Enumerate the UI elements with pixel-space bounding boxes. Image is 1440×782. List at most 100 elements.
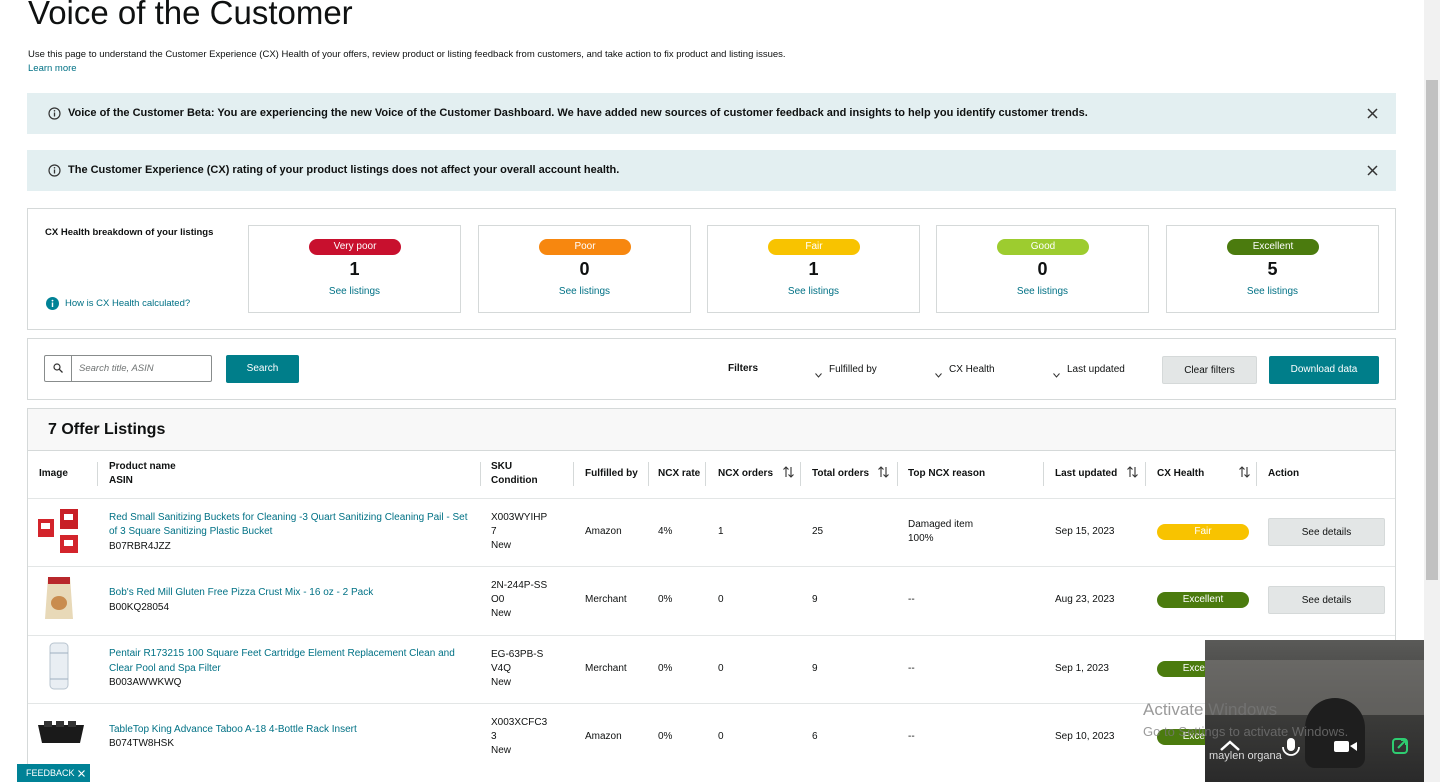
filter-dropdown[interactable]: Fulfilled by <box>815 363 925 378</box>
download-button[interactable]: Download data <box>1269 356 1379 384</box>
fulfilled-cell: Amazon <box>585 498 645 566</box>
asin: B003AWWKWQ <box>109 677 182 689</box>
ncx-orders: 0 <box>718 594 724 606</box>
cx-count: 1 <box>349 259 360 279</box>
ncx-orders-cell: 1 <box>718 498 778 566</box>
cx-count: 5 <box>1267 259 1278 279</box>
cx-pill: Excellent <box>1227 239 1319 255</box>
beta-banner: Voice of the Customer Beta: You are expe… <box>27 93 1396 134</box>
condition: New <box>491 676 512 688</box>
column-separator <box>1043 462 1044 486</box>
column-header: Condition <box>491 475 538 486</box>
cx-card: Very poor 1 See listings <box>248 225 461 313</box>
cx-health-cell: Excellent <box>1157 566 1249 634</box>
table-row <box>28 634 1395 704</box>
see-listings-link[interactable]: See listings <box>1246 286 1299 297</box>
product-link[interactable]: TableTop King Advance Taboo A-18 4-Bottl… <box>109 723 357 735</box>
table-row <box>28 566 1395 635</box>
page-title: Voice of the Customer <box>28 0 353 31</box>
help-icon <box>46 297 59 310</box>
sort-icon[interactable] <box>1127 465 1138 483</box>
sort-icon[interactable] <box>783 465 794 483</box>
top-ncx-reason: -- <box>908 662 915 674</box>
ncx-rate-cell: 4% <box>658 498 703 566</box>
close-icon[interactable] <box>1367 108 1378 119</box>
sort-icon[interactable] <box>1239 465 1250 483</box>
cx-health-pill: Excellent <box>1157 592 1249 609</box>
close-icon[interactable] <box>1367 165 1378 176</box>
total-orders: 6 <box>812 730 818 742</box>
top-ncx-reason: -- <box>908 594 915 606</box>
ncx-rate: 0% <box>658 594 673 606</box>
product-link[interactable]: Red Small Sanitizing Buckets for Cleanin… <box>109 511 468 538</box>
cx-health-pill: Fair <box>1157 524 1249 540</box>
total-orders-cell: 6 <box>812 703 872 771</box>
learn-more-link[interactable]: Learn more <box>28 63 77 74</box>
help-link[interactable]: How is CX Health calculated? <box>65 298 191 309</box>
scrollbar-thumb[interactable] <box>1426 80 1438 580</box>
top-ncx-reason: -- <box>908 730 915 742</box>
table-row <box>28 702 1395 772</box>
product-image <box>36 703 92 771</box>
filter-dropdown[interactable]: CX Health <box>935 363 1045 378</box>
see-listings-link[interactable]: See listings <box>787 286 840 297</box>
cx-pill: Very poor <box>309 239 401 255</box>
see-listings-link[interactable]: See listings <box>1016 286 1069 297</box>
cx-health-panel: CX Health breakdown of your listings How… <box>27 208 1396 330</box>
last-updated: Aug 23, 2023 <box>1055 594 1115 606</box>
column-header: Top NCX reason <box>908 468 986 479</box>
see-details-button[interactable]: See details <box>1268 518 1385 546</box>
column-header: Fulfilled by <box>585 468 638 479</box>
reason-cell: -- <box>908 703 1028 771</box>
column-separator <box>1145 462 1146 486</box>
column-separator <box>1256 462 1257 486</box>
search-icon-box <box>45 356 72 381</box>
product-cell: Pentair R173215 100 Square Feet Cartridg… <box>109 635 471 703</box>
image <box>36 709 92 764</box>
search-icon <box>53 363 63 373</box>
filter-label: Fulfilled by <box>829 364 877 375</box>
info-icon <box>48 164 61 177</box>
fulfilled-by: Amazon <box>585 730 622 742</box>
see-listings-link[interactable]: See listings <box>558 286 611 297</box>
feedback-tab[interactable]: FEEDBACK <box>17 764 90 782</box>
reason-cell: Damaged item 100% <box>908 498 1028 566</box>
cx-count: 0 <box>1037 259 1048 279</box>
product-cell: Bob's Red Mill Gluten Free Pizza Crust M… <box>109 566 471 634</box>
cx-pill: Good <box>997 239 1089 255</box>
asin: B00KQ28054 <box>109 601 170 613</box>
condition: New <box>491 744 512 756</box>
search-box[interactable]: Search title, ASIN <box>44 355 212 382</box>
close-icon[interactable] <box>78 770 85 777</box>
asin: B074TW8HSK <box>109 738 175 750</box>
watermark-subtitle: Go to Settings to activate Windows. <box>1143 724 1349 739</box>
sort-icon[interactable] <box>878 465 889 483</box>
column-separator <box>573 462 574 486</box>
column-header: ASIN <box>109 475 133 486</box>
product-link[interactable]: Bob's Red Mill Gluten Free Pizza Crust M… <box>109 587 374 599</box>
ncx-rate: 0% <box>658 730 673 742</box>
product-link[interactable]: Pentair R173215 100 Square Feet Cartridg… <box>109 648 455 674</box>
filter-label: Last updated <box>1067 364 1125 375</box>
updated-cell: Aug 23, 2023 <box>1055 566 1140 634</box>
column-header: CX Health <box>1157 468 1205 479</box>
toolbar: Search title, ASIN Search Filters Fulfil… <box>27 338 1396 400</box>
see-details-button[interactable]: See details <box>1268 586 1385 615</box>
see-listings-link[interactable]: See listings <box>328 286 381 297</box>
search-button[interactable]: Search <box>226 355 299 383</box>
filter-dropdown[interactable]: Last updated <box>1053 363 1163 378</box>
product-image <box>36 566 92 634</box>
ncx-orders: 0 <box>718 662 724 674</box>
total-orders: 25 <box>812 526 824 537</box>
cx-count: 0 <box>579 259 590 279</box>
feedback-label: FEEDBACK <box>26 768 75 778</box>
clear-filters-button[interactable]: Clear filters <box>1162 356 1257 384</box>
condition: New <box>491 540 512 551</box>
sku: EG-63PB-SV4Q <box>491 648 544 674</box>
ncx-rate-cell: 0% <box>658 635 703 703</box>
table-row <box>28 498 1395 567</box>
product-image <box>36 635 92 703</box>
video-controls[interactable] <box>1219 736 1419 758</box>
video-call-overlay[interactable]: maylen organa <box>1205 640 1430 782</box>
